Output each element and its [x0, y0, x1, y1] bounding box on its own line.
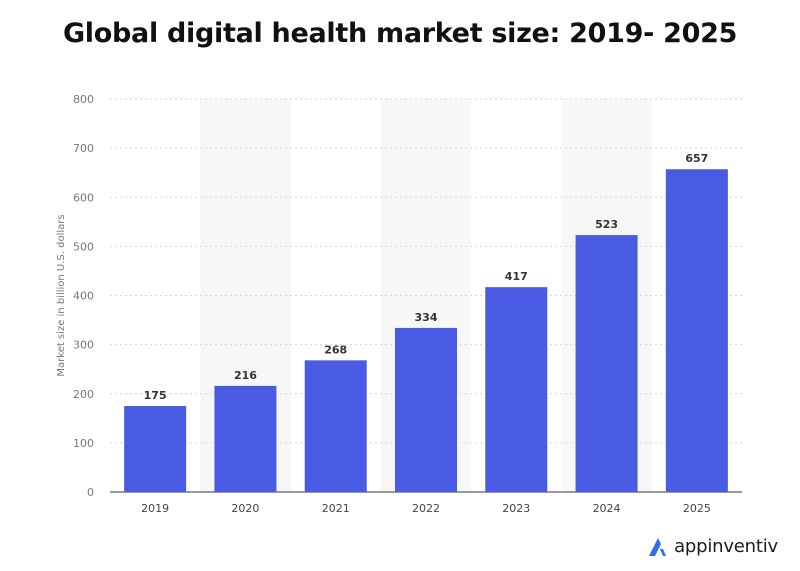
x-tick-label: 2019 [141, 502, 169, 515]
y-tick-label: 200 [73, 388, 94, 401]
x-tick-label: 2025 [683, 502, 711, 515]
data-label: 175 [144, 389, 167, 402]
data-label: 657 [685, 152, 708, 165]
y-tick-label: 700 [73, 142, 94, 155]
x-tick-labels: 2019 2020 2021 2022 2023 2024 2025 [141, 502, 711, 515]
bar [395, 327, 457, 492]
y-tick-label: 400 [73, 290, 94, 303]
y-tick-label: 0 [87, 486, 94, 499]
y-tick-label: 300 [73, 339, 94, 352]
x-tick-label: 2021 [322, 502, 350, 515]
data-label: 334 [415, 311, 438, 324]
data-label: 216 [234, 369, 257, 382]
logo-mark-icon [649, 538, 667, 556]
y-tick-label: 800 [73, 93, 94, 106]
x-tick-label: 2023 [502, 502, 530, 515]
bar [485, 287, 548, 492]
bars [124, 169, 728, 493]
logo-text: appinventiv [674, 535, 778, 557]
bar [304, 360, 367, 492]
data-label: 268 [324, 343, 347, 356]
bar [575, 235, 638, 493]
y-axis-label: Market size in billion U.S. dollars [56, 214, 67, 376]
chart-title: Global digital health market size: 2019-… [62, 18, 738, 49]
y-tick-label: 500 [73, 240, 94, 253]
y-tick-label: 100 [73, 437, 94, 450]
x-tick-label: 2020 [231, 502, 259, 515]
y-tick-label: 600 [73, 191, 94, 204]
bar [124, 406, 187, 492]
data-labels: 175 216 268 334 417 523 657 [144, 152, 709, 402]
appinventiv-logo: appinventiv [647, 535, 778, 557]
x-tick-label: 2024 [593, 502, 621, 515]
y-tick-labels: 0 100 200 300 400 500 600 700 800 [73, 93, 94, 499]
bar [214, 385, 277, 492]
x-tick-label: 2022 [412, 502, 440, 515]
data-label: 417 [505, 270, 528, 283]
data-label: 523 [595, 218, 618, 231]
bar [665, 169, 728, 492]
